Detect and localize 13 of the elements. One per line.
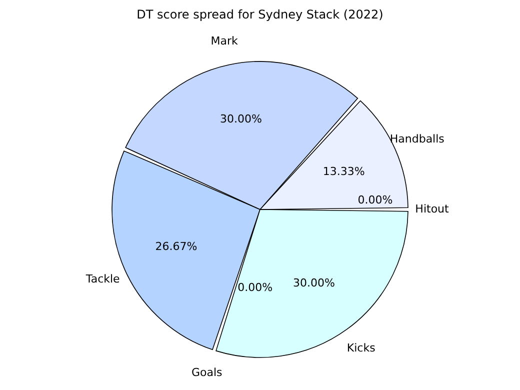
data-label: 30.00% — [292, 276, 335, 290]
slice-label: Mark — [210, 34, 238, 48]
data-label: 26.67% — [155, 240, 198, 253]
data-label: 13.33% — [322, 165, 365, 178]
slice-label: Kicks — [346, 342, 376, 355]
data-label: 30.00% — [220, 112, 262, 126]
category-label: Hitout — [415, 202, 449, 216]
category-label: Goals — [191, 366, 222, 380]
slice-label: Handballs — [390, 132, 445, 146]
chart-title: DT score spread for Sydney Stack (2022) — [136, 7, 384, 22]
slice-label: Tackle — [84, 272, 120, 286]
text: 0.00% — [238, 280, 273, 294]
text: 0.00% — [358, 194, 393, 206]
